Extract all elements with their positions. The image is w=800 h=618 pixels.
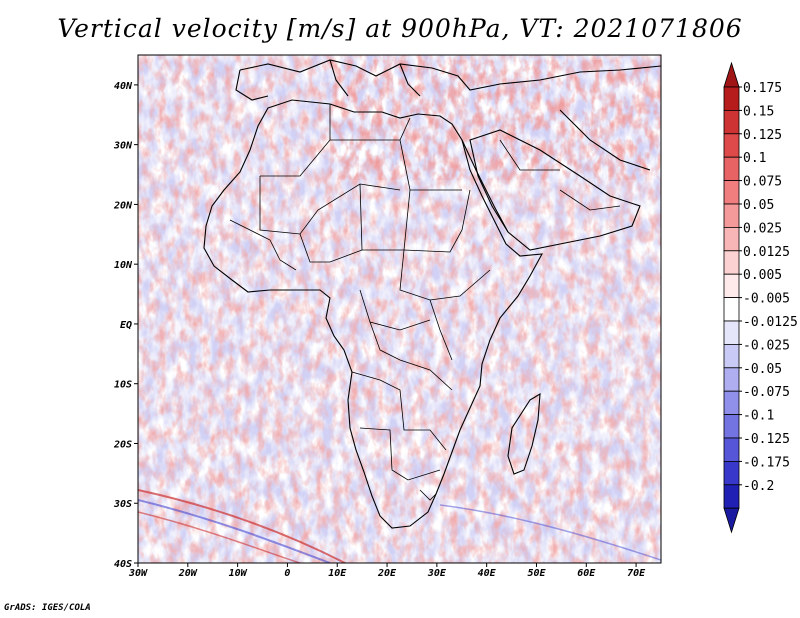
x-tick-label: 40E bbox=[478, 568, 497, 579]
y-tick-label: 40N bbox=[114, 81, 133, 92]
colorbar-swatch bbox=[723, 86, 740, 111]
colorbar-label: 0.05 bbox=[743, 198, 774, 213]
colorbar-label: -0.0125 bbox=[743, 315, 798, 330]
colorbar-label: 0.0125 bbox=[743, 245, 790, 260]
x-tick-label: 70E bbox=[627, 568, 646, 579]
colorbar-label: 0.005 bbox=[743, 268, 782, 283]
madagascar-coastline bbox=[507, 392, 541, 475]
colorbar: 0.175 0.15 0.125 0.1 0.075 0.05 0.025 0.0125 0.0… bbox=[723, 61, 798, 534]
x-tick-label: 20W bbox=[178, 568, 198, 579]
colorbar-label: 0.1 bbox=[743, 151, 766, 166]
x-tick-label: 20E bbox=[377, 568, 397, 579]
colorbar-label: 0.125 bbox=[743, 128, 782, 143]
y-tick-label: 20S bbox=[113, 439, 132, 450]
y-tick-label: 30N bbox=[113, 141, 133, 152]
plot-frame bbox=[137, 54, 662, 564]
colorbar-swatch bbox=[723, 226, 740, 252]
colorbar-swatch bbox=[723, 320, 740, 345]
colorbar-label: -0.075 bbox=[743, 385, 790, 400]
country-borders bbox=[229, 104, 621, 501]
colorbar-swatch bbox=[723, 367, 740, 392]
colorbar-swatch bbox=[723, 110, 740, 135]
x-tick-label: 30W bbox=[128, 568, 148, 579]
y-tick-label: 30S bbox=[113, 499, 132, 510]
x-axis: 30W 20W 10W 0 10E 20E 30E 40E 50E 60E 70E bbox=[128, 563, 646, 579]
map-title: Vertical velocity [m/s] at 900hPa, VT: 2… bbox=[57, 14, 743, 43]
colorbar-swatch bbox=[723, 460, 740, 486]
colorbar-label: -0.025 bbox=[743, 338, 790, 353]
colorbar-swatch bbox=[723, 203, 740, 228]
y-tick-label: 20N bbox=[113, 200, 133, 211]
x-tick-label: 10W bbox=[229, 568, 248, 579]
y-tick-label: 40S bbox=[114, 559, 132, 570]
x-tick-label: 0 bbox=[284, 568, 290, 579]
y-tick-label: 10N bbox=[114, 260, 133, 271]
colorbar-label: -0.1 bbox=[743, 409, 774, 424]
colorbar-label: -0.125 bbox=[743, 432, 790, 447]
colorbar-label: 0.175 bbox=[743, 81, 782, 96]
colorbar-swatch bbox=[723, 180, 740, 205]
x-tick-label: 10E bbox=[328, 568, 347, 579]
colorbar-bottom-triangle bbox=[723, 507, 740, 534]
colorbar-label: -0.05 bbox=[743, 362, 782, 377]
credit-text: GrADS: IGES/COLA bbox=[4, 603, 91, 613]
colorbar-label: 0.15 bbox=[743, 104, 774, 119]
colorbar-label: 0.025 bbox=[743, 221, 782, 236]
colorbar-label: -0.175 bbox=[743, 455, 790, 470]
velocity-field bbox=[138, 55, 661, 563]
x-tick-label: 60E bbox=[577, 568, 596, 579]
y-axis: 40N 30N 20N 10N EQ 10S 20S 30S 40S bbox=[113, 81, 138, 570]
colorbar-label: -0.005 bbox=[743, 292, 790, 307]
colorbar-swatch bbox=[723, 484, 740, 509]
y-tick-label: 10S bbox=[114, 380, 132, 391]
colorbar-swatch bbox=[723, 273, 740, 299]
x-tick-label: 50E bbox=[527, 568, 546, 579]
x-tick-label: 30E bbox=[427, 568, 447, 579]
colorbar-top-triangle bbox=[723, 61, 740, 88]
europe-coastline bbox=[239, 59, 661, 91]
colorbar-swatch bbox=[723, 250, 740, 275]
colorbar-swatch bbox=[723, 156, 740, 181]
colorbar-swatch bbox=[723, 133, 740, 158]
colorbar-swatch bbox=[723, 437, 740, 462]
coastlines bbox=[203, 59, 661, 529]
colorbar-swatch bbox=[723, 343, 740, 369]
colorbar-label: -0.2 bbox=[743, 479, 774, 494]
arabia-coastline bbox=[469, 129, 641, 251]
y-tick-label: EQ bbox=[120, 320, 132, 331]
colorbar-swatch bbox=[723, 390, 740, 416]
colorbar-swatch bbox=[723, 297, 740, 322]
colorbar-label: 0.075 bbox=[743, 175, 782, 190]
colorbar-swatch bbox=[723, 414, 740, 439]
